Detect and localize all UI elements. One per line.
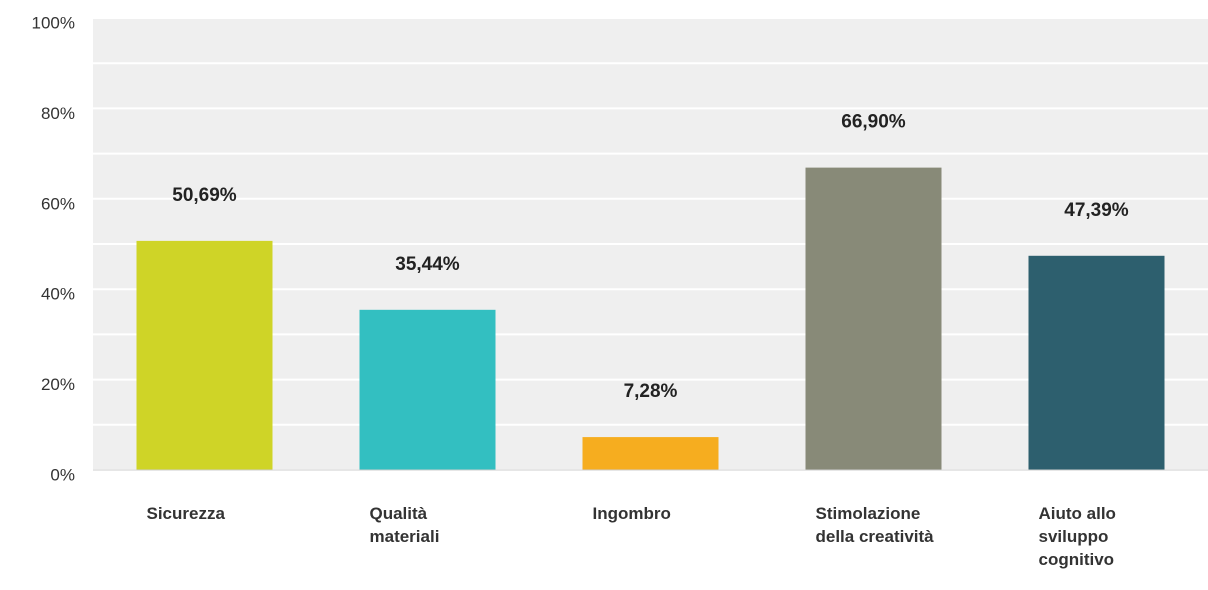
bar (805, 167, 942, 470)
bar (136, 240, 273, 470)
bar (359, 309, 496, 470)
x-tick-label: Stimolazione della creatività (815, 504, 934, 546)
y-tick-label: 100% (32, 13, 75, 32)
value-label: 47,39% (1064, 200, 1129, 221)
value-label: 50,69% (172, 185, 237, 206)
value-label: 7,28% (624, 381, 678, 402)
x-tick-label: Sicurezza (146, 504, 225, 523)
bar (582, 437, 719, 470)
value-label: 66,90% (841, 112, 906, 133)
y-tick-label: 20% (41, 375, 75, 394)
x-tick-label: Ingombro (592, 504, 671, 523)
bar (1028, 255, 1165, 470)
x-tick-label: Qualità materiali (369, 504, 440, 546)
y-tick-label: 0% (50, 465, 75, 484)
y-tick-label: 60% (41, 194, 75, 213)
y-tick-label: 80% (41, 104, 75, 123)
value-label: 35,44% (395, 254, 460, 275)
y-tick-label: 40% (41, 285, 75, 304)
x-tick-label: Aiuto allo sviluppo cognitivo (1038, 504, 1116, 569)
